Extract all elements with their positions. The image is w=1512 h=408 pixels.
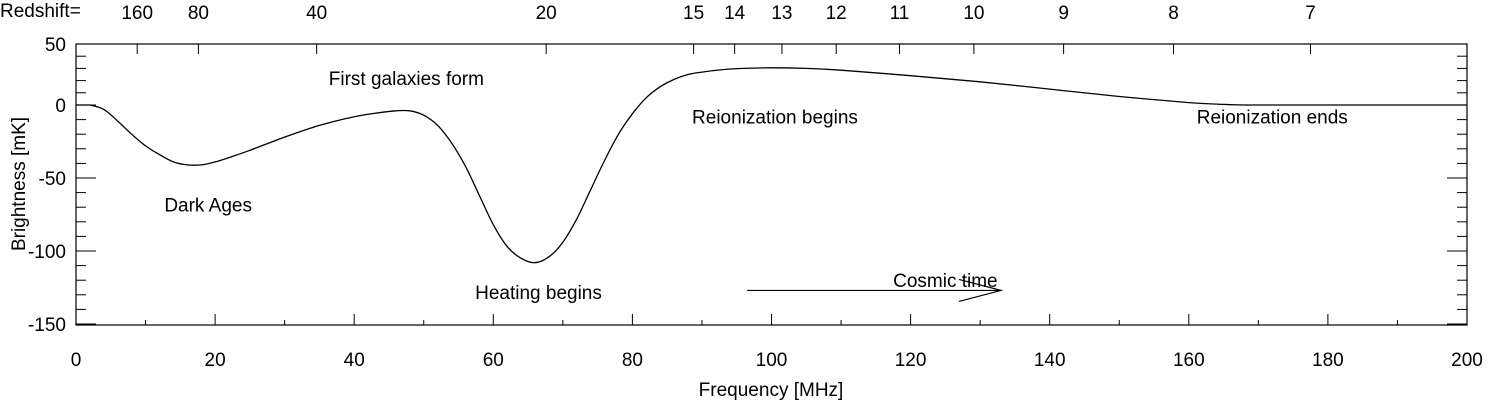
x-tick-label: 180 [1312,350,1344,371]
top-tick-label: 11 [890,3,910,24]
top-axis-label: Redshift= [0,1,81,22]
brightness-curve [89,67,1467,264]
x-tick-label: 80 [622,350,643,371]
arrow-head-icon [958,278,1004,303]
top-tick-label: 20 [536,3,557,24]
top-tick-label: 10 [963,3,984,24]
y-tick-label: 0 [55,96,66,117]
ticks-layer [75,43,1468,325]
labels-layer: 0 20 40 60 80 100 120 140 160 180 200 50 0 -50 -100 -15… [28,3,1483,371]
x-tick-label: 160 [1173,350,1205,371]
y-tick-label: -150 [28,315,66,336]
x-tick-label: 100 [756,350,788,371]
annotations-layer: First galaxies form Dark Ages Heating begi… [76,69,1348,304]
top-tick-label: 12 [826,3,847,24]
annotation-label: Reionization ends [1197,108,1348,129]
x-tick-label: 0 [71,350,82,371]
annotation-label: Heating begins [475,283,602,304]
top-tick-label: 9 [1058,3,1069,24]
annotation-label: Cosmic time [893,271,998,292]
top-tick-label: 14 [724,3,746,24]
x-tick-label: 200 [1451,350,1483,371]
y-tick-label: -100 [28,242,66,263]
x-tick-label: 40 [344,350,365,371]
top-tick-label: 8 [1168,3,1179,24]
y-axis-title: Brightness [mK] [9,117,30,251]
y-tick-label: -50 [39,169,66,190]
top-tick-label: 13 [771,3,792,24]
x-tick-label: 60 [483,350,504,371]
x-tick-label: 120 [895,350,927,371]
top-tick-label: 7 [1305,3,1316,24]
plot-frame [75,43,1468,326]
top-tick-label: 15 [683,3,704,24]
top-tick-label: 80 [188,3,209,24]
x-tick-label: 140 [1034,350,1066,371]
top-tick-label: 160 [121,3,153,24]
x-axis-title: Frequency [MHz] [699,380,844,401]
top-tick-label: 40 [306,3,327,24]
y-tick-label: 50 [45,35,66,56]
annotation-label: Reionization begins [692,108,858,129]
x-tick-label: 20 [205,350,226,371]
annotation-label: Dark Ages [164,195,252,216]
annotation-label: First galaxies form [329,69,484,90]
